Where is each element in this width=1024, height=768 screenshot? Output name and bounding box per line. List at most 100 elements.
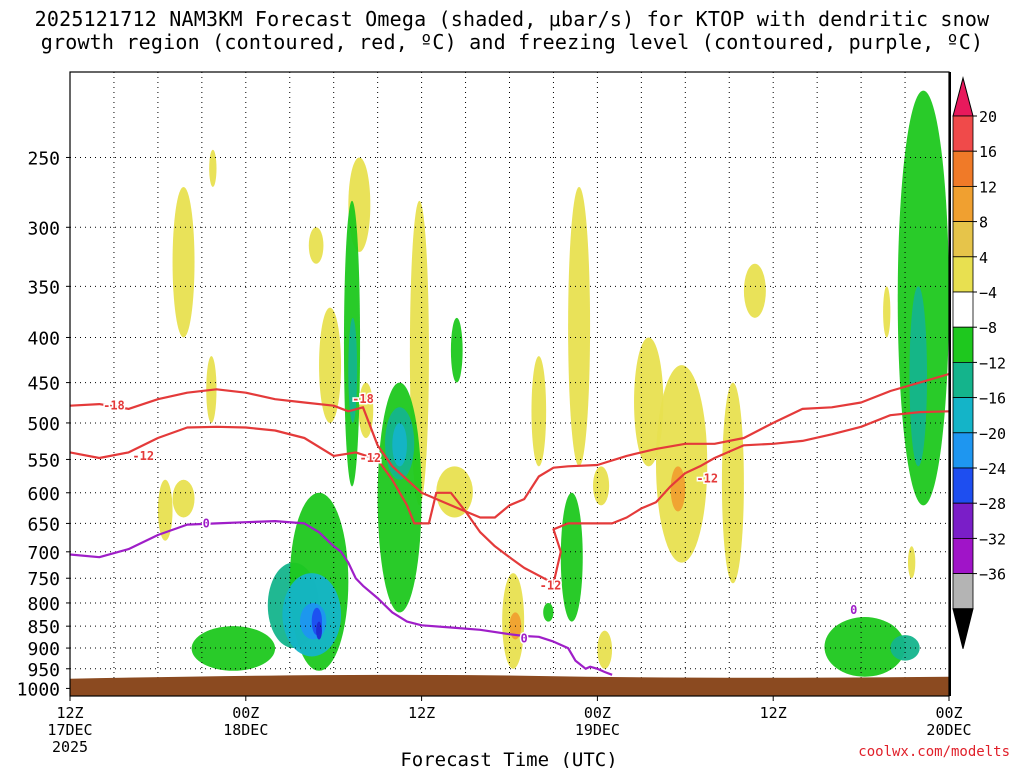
contour-label: -18	[103, 399, 125, 413]
colorbar-bottom-arrow	[952, 608, 974, 649]
contour-label: -12	[540, 578, 562, 592]
y-tick-label: 500	[27, 414, 60, 435]
ground-surface	[70, 674, 949, 696]
y-tick-label: 400	[27, 328, 60, 349]
y-tick-label: 800	[27, 594, 60, 615]
omega-area	[593, 466, 610, 506]
colorbar-label: −24	[979, 460, 1006, 478]
y-tick-label: 900	[27, 639, 60, 660]
y-tick-label: 700	[27, 543, 60, 564]
omega-area	[392, 422, 407, 467]
colorbar-segment	[952, 150, 974, 187]
y-tick-label: 650	[27, 514, 60, 535]
colorbar-segment	[952, 502, 974, 539]
omega-area	[907, 546, 916, 579]
x-axis-title: Forecast Time (UTC)	[400, 749, 617, 768]
x-tick-label: 12Z	[56, 704, 83, 722]
colorbar-segment	[952, 115, 974, 152]
contour-label: -12	[132, 449, 154, 463]
colorbar-top-arrow	[952, 76, 974, 117]
contour-label: 0	[850, 603, 857, 617]
omega-area	[436, 466, 473, 518]
omega-area	[824, 617, 906, 677]
colorbar-label: −16	[979, 390, 1006, 408]
omega-area	[531, 356, 547, 467]
colorbar-segment	[952, 432, 974, 469]
x-tick-label: 00Z	[584, 704, 611, 722]
omega-area	[450, 317, 463, 383]
ground-band	[70, 674, 949, 696]
colorbar: 20 16 12 8 4 −4 −8 −12 −16 −20 −24 −28 −32 −36	[952, 76, 1006, 649]
contour-freezing-level	[70, 520, 613, 676]
omega-area	[172, 186, 195, 338]
colorbar-segment	[952, 326, 974, 363]
colorbar-label: −20	[979, 425, 1006, 443]
omega-area	[191, 626, 276, 671]
chart-title-line1: 2025121712 NAM3KM Forecast Omega (shaded…	[34, 7, 990, 31]
y-tick-label: 750	[27, 569, 60, 590]
x-tick-label: 19DEC	[575, 721, 620, 739]
colorbar-segment	[952, 361, 974, 398]
omega-area	[209, 149, 217, 187]
colorbar-label: −8	[979, 319, 997, 337]
y-tick-label: 250	[27, 148, 60, 169]
omega-area	[670, 466, 686, 512]
colorbar-label: −32	[979, 530, 1006, 548]
y-tick-label: 450	[27, 374, 60, 395]
contour-label: -12	[359, 451, 381, 465]
y-tick-label: 850	[27, 617, 60, 638]
omega-area	[721, 382, 744, 584]
x-tick-label: 17DEC	[47, 721, 92, 739]
colorbar-label: 4	[979, 249, 988, 267]
colorbar-label: −36	[979, 566, 1006, 584]
x-tick-label: 12Z	[408, 704, 435, 722]
omega-area	[157, 479, 173, 541]
omega-shading	[157, 90, 949, 677]
colorbar-segment	[952, 185, 974, 222]
colorbar-segment	[952, 573, 974, 610]
colorbar-segment	[952, 221, 974, 258]
x-tick-label: 18DEC	[223, 721, 268, 739]
x-tick-label: 2025	[52, 738, 88, 756]
contour-label: -12	[696, 471, 718, 485]
omega-area	[597, 630, 613, 669]
y-tick-label: 550	[27, 450, 60, 471]
colorbar-label: 8	[979, 214, 988, 232]
omega-area	[560, 492, 583, 622]
omega-area	[634, 337, 664, 467]
colorbar-segment	[952, 256, 974, 293]
contour-label: 0	[203, 516, 210, 530]
omega-area	[172, 479, 195, 518]
omega-area	[568, 186, 591, 467]
omega-area	[543, 602, 554, 622]
contour-minus18	[70, 372, 949, 519]
axes: 2503003504004505005506006507007508008509…	[17, 71, 972, 756]
contour-label: -18	[352, 392, 374, 406]
site-credit: coolwx.com/modelts	[858, 744, 1010, 760]
colorbar-label: 20	[979, 108, 997, 126]
x-tick-label: 00Z	[935, 704, 962, 722]
x-tick-label: 20DEC	[926, 721, 971, 739]
contours: -18 -18 -12 -12 -12 -12 0 0 0	[70, 372, 949, 676]
omega-area	[308, 227, 324, 264]
colorbar-segment	[952, 397, 974, 434]
omega-area	[316, 621, 322, 640]
x-tick-label: 12Z	[760, 704, 787, 722]
contour-label: 0	[521, 632, 528, 646]
omega-area	[883, 286, 891, 338]
chart-title-line2: growth region (contoured, red, ºC) and f…	[40, 30, 984, 54]
y-tick-label: 1000	[17, 679, 60, 700]
colorbar-label: −4	[979, 284, 997, 302]
y-tick-label: 300	[27, 218, 60, 239]
colorbar-segment	[952, 467, 974, 504]
omega-area	[743, 263, 766, 318]
colorbar-segment	[952, 291, 974, 328]
colorbar-segment	[952, 538, 974, 575]
colorbar-label: −28	[979, 495, 1006, 513]
omega-area	[656, 365, 708, 563]
colorbar-label: 12	[979, 178, 997, 196]
y-tick-label: 600	[27, 484, 60, 505]
omega-area	[909, 286, 928, 467]
colorbar-label: −12	[979, 354, 1006, 372]
